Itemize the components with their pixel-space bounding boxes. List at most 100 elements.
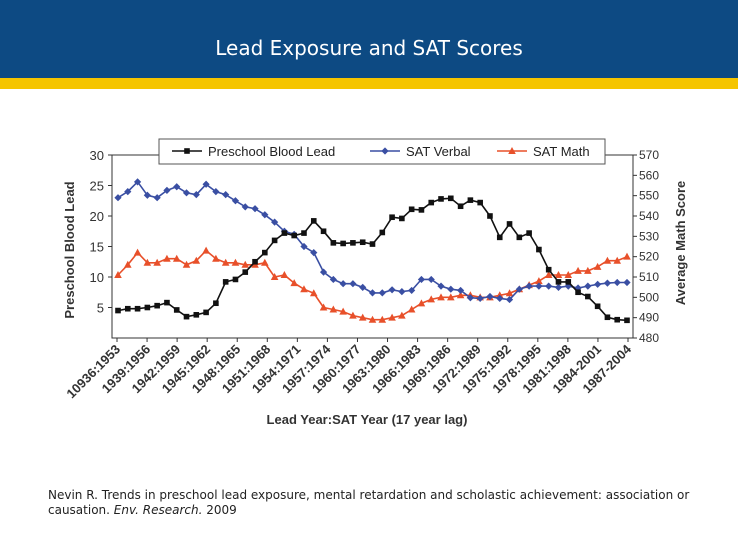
data-point-sat-math: [261, 258, 269, 266]
data-point-sat-verbal: [133, 178, 142, 186]
data-point-preschool-blood-lead: [438, 196, 444, 202]
data-point-sat-math: [417, 299, 426, 307]
data-point-sat-math: [143, 258, 152, 266]
data-point-preschool-blood-lead: [369, 241, 376, 247]
data-point-sat-math: [378, 315, 387, 323]
data-point-sat-verbal: [554, 283, 563, 291]
data-point-sat-verbal: [456, 286, 465, 295]
data-point-sat-verbal: [319, 268, 328, 276]
data-point-sat-math: [603, 256, 612, 264]
data-point-sat-math: [182, 260, 191, 268]
data-point-sat-math: [447, 293, 455, 301]
y-right-tick-label: 560: [639, 168, 659, 182]
data-point-sat-math: [613, 256, 622, 264]
data-point-preschool-blood-lead: [624, 317, 630, 324]
data-point-preschool-blood-lead: [281, 230, 288, 236]
data-point-sat-math: [535, 277, 543, 285]
data-point-sat-math: [554, 270, 563, 278]
data-point-sat-math: [280, 270, 289, 278]
data-point-preschool-blood-lead: [555, 279, 562, 285]
legend: Preschool Blood Lead SAT Verbal SAT Math: [158, 138, 606, 165]
data-point-sat-math: [319, 303, 328, 311]
y-right-tick-label: 530: [639, 229, 659, 243]
data-point-sat-math: [593, 262, 602, 270]
data-point-sat-verbal: [212, 188, 220, 196]
data-point-sat-verbal: [241, 203, 249, 211]
data-point-preschool-blood-lead: [203, 309, 209, 316]
data-point-preschool-blood-lead: [359, 239, 366, 246]
data-point-preschool-blood-lead: [516, 234, 523, 241]
data-point-preschool-blood-lead: [399, 215, 405, 222]
data-point-preschool-blood-lead: [271, 237, 278, 244]
y-left-tick-label: 10: [90, 270, 104, 285]
data-point-preschool-blood-lead: [340, 240, 346, 247]
data-point-preschool-blood-lead: [536, 246, 542, 253]
y-left-tick-label: 15: [90, 240, 104, 255]
data-point-sat-math: [368, 315, 377, 323]
data-point-sat-verbal: [486, 292, 494, 301]
data-point-preschool-blood-lead: [252, 258, 258, 265]
data-point-sat-verbal: [202, 180, 210, 188]
data-point-sat-verbal: [535, 282, 543, 290]
data-point-sat-verbal: [163, 186, 171, 194]
data-point-sat-verbal: [398, 288, 406, 296]
data-point-sat-verbal: [359, 283, 367, 291]
data-point-sat-verbal: [300, 242, 308, 251]
data-point-sat-math: [398, 311, 406, 319]
citation-year: 2009: [206, 503, 237, 517]
data-point-preschool-blood-lead: [477, 199, 483, 206]
data-point-sat-math: [300, 285, 308, 293]
data-point-sat-verbal: [437, 282, 445, 290]
y-axis-right-title: Average Math Score: [673, 181, 688, 306]
data-point-sat-verbal: [496, 294, 504, 302]
data-point-sat-verbal: [310, 249, 318, 257]
data-point-sat-math: [114, 270, 122, 278]
accent-bar: [0, 78, 738, 89]
data-point-sat-math: [407, 305, 416, 313]
data-point-sat-verbal: [564, 282, 572, 290]
y-left-tick-label: 5: [97, 301, 104, 316]
legend-label-sat-math: SAT Math: [533, 144, 590, 159]
y-right-tick-label: 510: [639, 270, 659, 284]
data-point-sat-verbal: [173, 183, 181, 191]
title-bar: [0, 0, 738, 78]
data-point-preschool-blood-lead: [320, 228, 327, 235]
slide-title: Lead Exposure and SAT Scores: [215, 36, 523, 60]
series-line-preschool-blood-lead: [117, 197, 628, 322]
data-point-sat-math: [564, 270, 573, 278]
data-point-preschool-blood-lead: [262, 249, 268, 256]
citation-journal: Env. Research.: [113, 503, 203, 517]
data-point-sat-math: [163, 254, 171, 262]
y-right-tick-label: 540: [639, 209, 659, 223]
data-point-sat-verbal: [339, 280, 347, 288]
data-point-sat-verbal: [447, 285, 455, 293]
data-point-preschool-blood-lead: [154, 302, 160, 309]
data-point-sat-verbal: [505, 295, 514, 304]
data-point-preschool-blood-lead: [193, 312, 200, 318]
data-point-sat-verbal: [515, 285, 523, 293]
data-point-preschool-blood-lead: [350, 240, 356, 246]
data-point-sat-math: [427, 295, 436, 303]
data-point-sat-math: [133, 248, 142, 256]
data-point-sat-math: [270, 273, 279, 280]
citation-text: Nevin R. Trends in preschool lead exposu…: [48, 488, 690, 517]
y-right-tick-label: 550: [639, 189, 659, 203]
data-point-preschool-blood-lead: [291, 232, 297, 239]
data-point-sat-math: [153, 258, 161, 266]
data-point-preschool-blood-lead: [506, 221, 513, 227]
data-point-sat-verbal: [124, 188, 132, 196]
y-right-tick-label: 500: [639, 290, 659, 304]
data-point-sat-math: [437, 293, 445, 301]
data-point-sat-math: [456, 291, 465, 299]
data-point-sat-verbal: [271, 218, 279, 226]
data-point-preschool-blood-lead: [183, 313, 190, 320]
data-point-preschool-blood-lead: [379, 229, 386, 236]
data-point-preschool-blood-lead: [134, 305, 141, 312]
data-point-preschool-blood-lead: [487, 213, 493, 219]
data-point-sat-math: [202, 246, 210, 254]
legend-marker-preschool-blood-lead: [184, 148, 190, 154]
series-line-sat-verbal: [117, 180, 627, 301]
data-point-preschool-blood-lead: [242, 269, 249, 275]
data-point-sat-verbal: [192, 191, 200, 199]
y-left-tick-label: 20: [90, 209, 104, 224]
